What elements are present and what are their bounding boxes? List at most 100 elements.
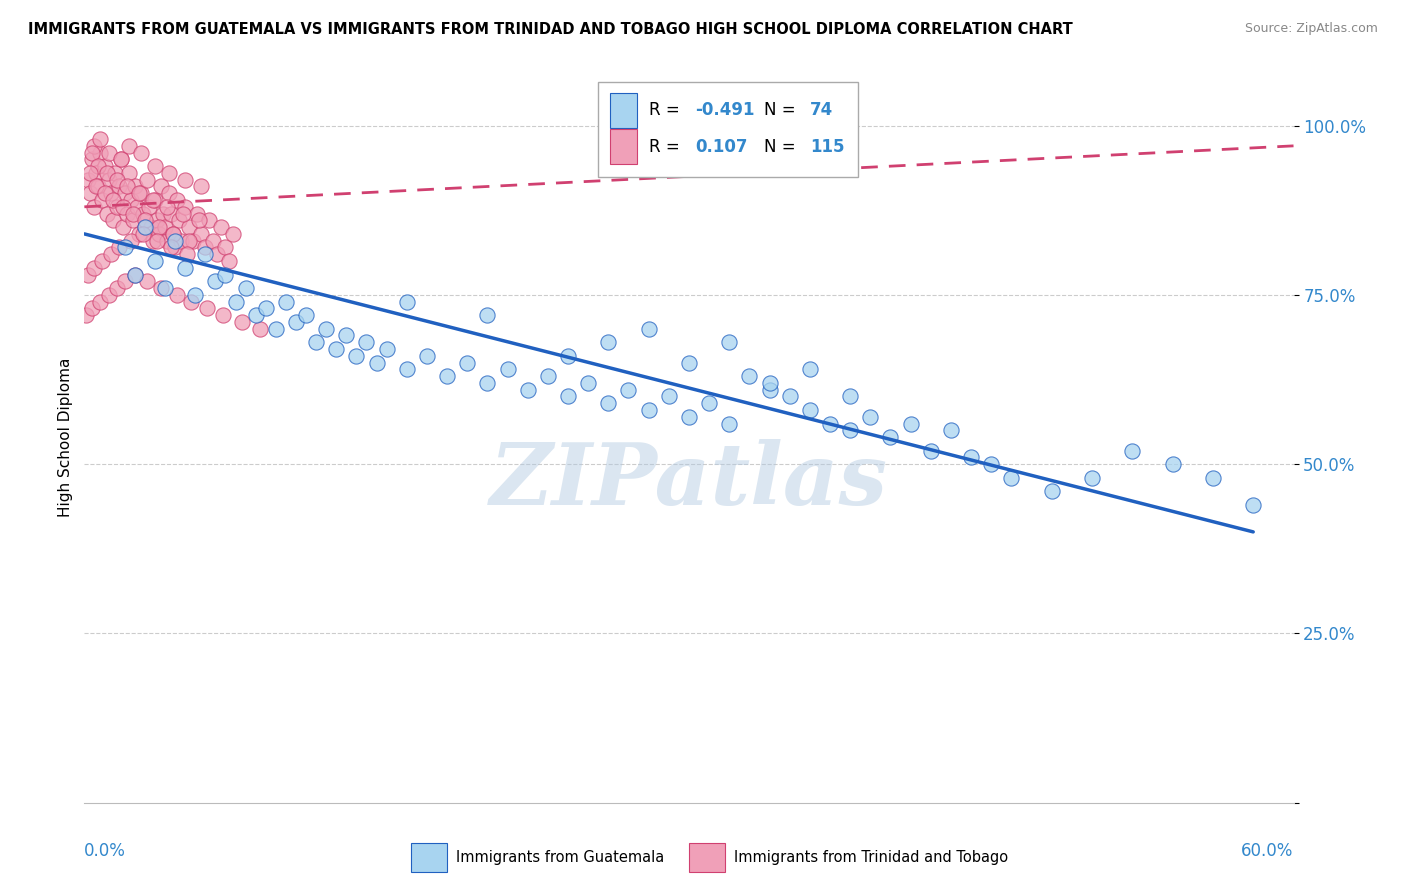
Point — [617, 383, 640, 397]
Point — [335, 328, 357, 343]
Point — [152, 206, 174, 220]
Point — [1000, 471, 1022, 485]
Point — [124, 179, 146, 194]
Point — [97, 172, 120, 186]
Text: 60.0%: 60.0% — [1241, 842, 1294, 860]
Point — [87, 179, 110, 194]
Point — [179, 234, 201, 248]
Point — [105, 172, 128, 186]
Point — [83, 260, 105, 275]
Point — [222, 227, 245, 241]
Point — [134, 220, 156, 235]
Point — [186, 206, 208, 220]
Point — [146, 234, 169, 248]
Point — [96, 166, 118, 180]
Point — [195, 301, 218, 316]
Point — [121, 206, 143, 220]
Point — [190, 179, 212, 194]
Point — [718, 417, 741, 431]
Point — [557, 389, 579, 403]
Point — [86, 179, 108, 194]
Point — [254, 301, 277, 316]
Point — [160, 240, 183, 254]
Point — [939, 423, 962, 437]
Point — [135, 274, 157, 288]
Point — [134, 213, 156, 227]
Point — [75, 308, 97, 322]
Point — [132, 206, 155, 220]
Point — [162, 227, 184, 241]
Point — [97, 145, 120, 160]
Point — [190, 227, 212, 241]
Point — [157, 166, 180, 180]
Point — [174, 260, 197, 275]
Point — [124, 268, 146, 282]
Point — [118, 139, 141, 153]
Point — [516, 383, 538, 397]
Point — [839, 389, 862, 403]
Point — [89, 132, 111, 146]
Point — [129, 186, 152, 201]
Point — [209, 220, 232, 235]
Point — [799, 403, 821, 417]
Point — [557, 349, 579, 363]
Point — [77, 172, 100, 186]
Point — [346, 349, 368, 363]
Point — [375, 342, 398, 356]
Point — [176, 247, 198, 261]
Point — [218, 254, 240, 268]
Point — [697, 396, 720, 410]
Point — [114, 274, 136, 288]
Point — [148, 227, 170, 241]
Point — [477, 376, 499, 390]
Point — [879, 430, 901, 444]
Point — [658, 389, 681, 403]
Text: N =: N = — [763, 137, 801, 156]
Text: Immigrants from Guatemala: Immigrants from Guatemala — [456, 850, 664, 865]
Bar — [689, 843, 725, 872]
Point — [188, 213, 211, 227]
Point — [537, 369, 560, 384]
Text: Source: ZipAtlas.com: Source: ZipAtlas.com — [1244, 22, 1378, 36]
Point — [181, 234, 204, 248]
Point — [194, 247, 217, 261]
Point — [110, 153, 132, 167]
Point — [96, 206, 118, 220]
Point — [101, 213, 124, 227]
Text: 0.107: 0.107 — [695, 137, 748, 156]
Point — [264, 322, 287, 336]
Point — [900, 417, 922, 431]
Point — [83, 200, 105, 214]
Point — [165, 240, 187, 254]
Point — [143, 193, 166, 207]
Point — [143, 159, 166, 173]
Point — [207, 247, 229, 261]
Point — [91, 254, 114, 268]
Text: -0.491: -0.491 — [695, 101, 755, 120]
Point — [142, 234, 165, 248]
Point — [637, 322, 659, 336]
Bar — [411, 843, 447, 872]
Point — [82, 153, 104, 167]
Point — [758, 376, 780, 390]
Point — [366, 355, 388, 369]
Point — [980, 457, 1002, 471]
Point — [97, 288, 120, 302]
Point — [920, 443, 942, 458]
Point — [82, 301, 104, 316]
Point — [79, 186, 101, 201]
Point — [576, 376, 599, 390]
Point — [128, 186, 150, 201]
Point — [212, 308, 235, 322]
Point — [165, 234, 187, 248]
Point — [91, 193, 114, 207]
Point — [79, 166, 101, 180]
Point — [779, 389, 801, 403]
Point — [89, 145, 111, 160]
Point — [416, 349, 439, 363]
Point — [194, 240, 217, 254]
Text: 74: 74 — [810, 101, 834, 120]
Point — [166, 193, 188, 207]
Point — [129, 145, 152, 160]
Point — [204, 274, 226, 288]
